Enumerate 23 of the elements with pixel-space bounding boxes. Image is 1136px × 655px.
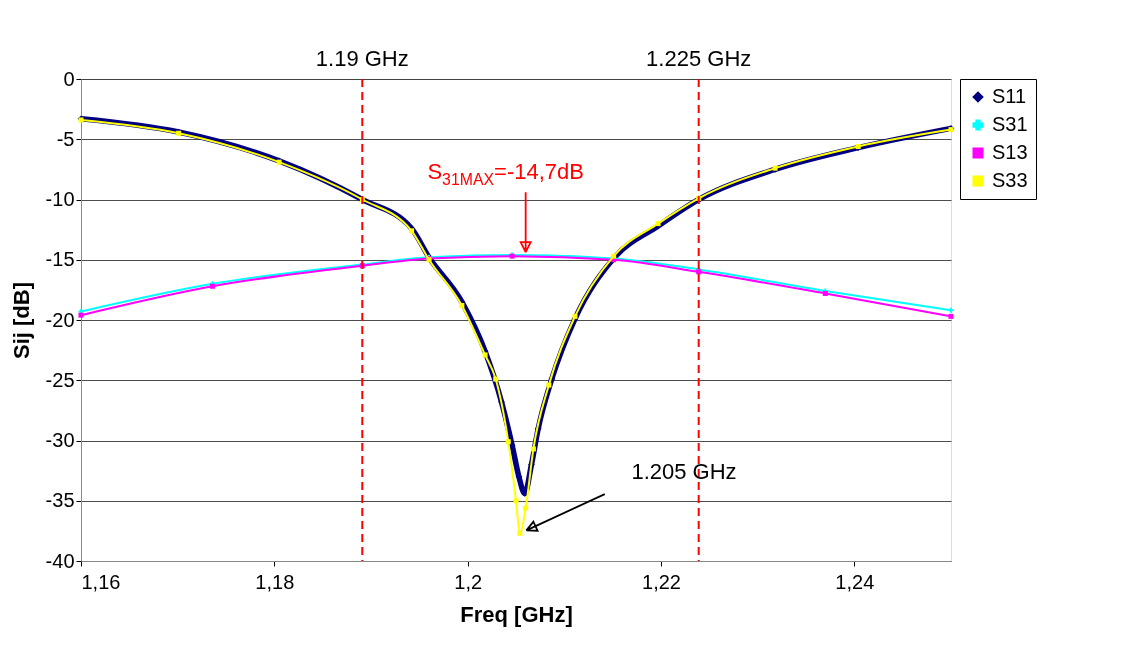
y-tick-label: -40 xyxy=(45,549,75,572)
x-axis-title: Freq [GHz] xyxy=(460,601,573,627)
legend-label: S31 xyxy=(992,113,1028,135)
y-tick-label: -25 xyxy=(45,368,75,391)
x-tick-label: 1,22 xyxy=(642,570,681,593)
legend-label: S33 xyxy=(992,169,1028,191)
x-tick-label: 1,16 xyxy=(81,570,121,593)
annotation: 1.205 GHz xyxy=(631,459,737,485)
x-tick-label: 1,24 xyxy=(835,570,875,593)
x-tick-label: 1,2 xyxy=(454,570,483,593)
legend-label: S11 xyxy=(992,85,1027,107)
ref-line-label: 1.19 GHz xyxy=(315,46,409,71)
y-tick-label: -30 xyxy=(45,429,75,451)
y-tick-label: -20 xyxy=(45,308,75,331)
x-tick-label: 1,18 xyxy=(255,570,295,593)
y-tick-label: -15 xyxy=(45,248,75,271)
y-tick-label: 0 xyxy=(63,67,75,90)
legend-label: S13 xyxy=(992,141,1028,163)
ref-line-label: 1.225 GHz xyxy=(646,46,752,71)
y-tick-label: -10 xyxy=(45,188,75,210)
y-tick-label: -5 xyxy=(56,127,75,150)
y-axis-title: Sij [dB] xyxy=(8,282,34,359)
y-tick-label: -35 xyxy=(45,489,75,512)
